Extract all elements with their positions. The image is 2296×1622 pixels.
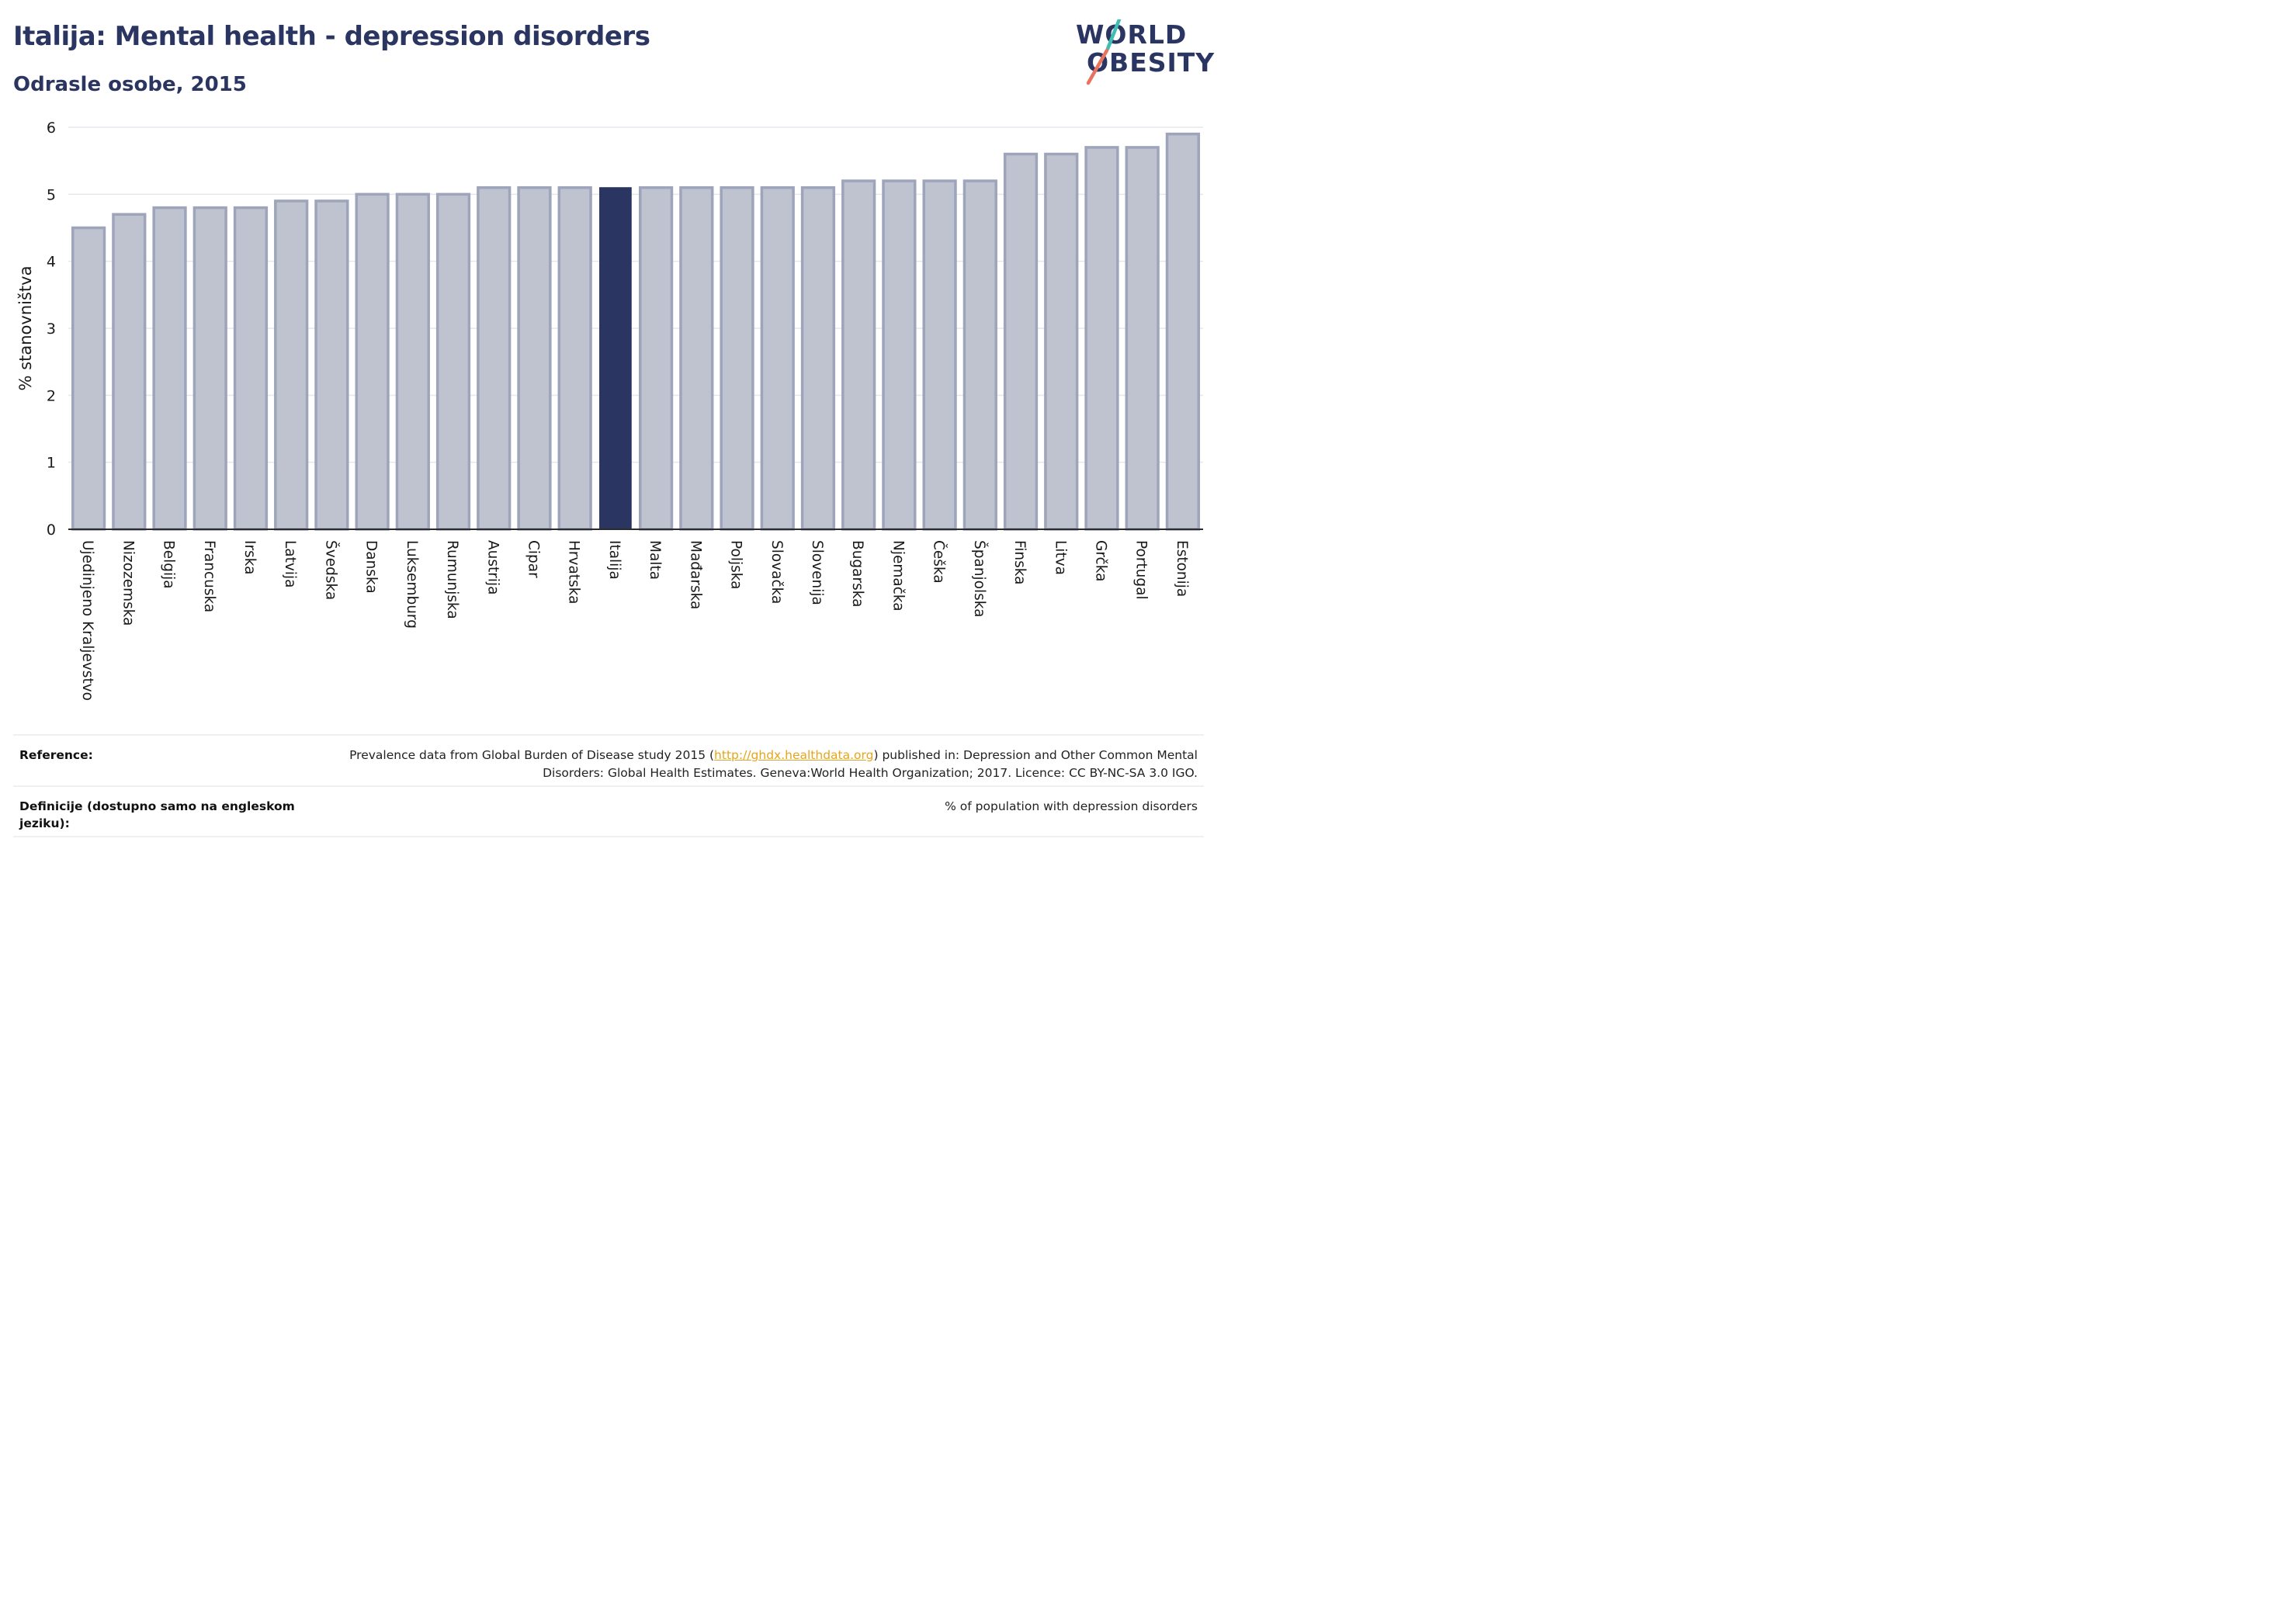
logo-line-1: WORLD <box>1076 19 1188 50</box>
bar <box>962 179 997 531</box>
bar <box>882 179 917 531</box>
bar <box>1125 146 1160 531</box>
y-axis-ticks: 0 1 2 3 4 5 6 <box>47 120 56 539</box>
y-tick-label: 3 <box>47 321 56 338</box>
logo-slash-icon <box>1086 19 1122 85</box>
x-tick-label: Danska <box>363 540 380 594</box>
logo-line-2: OBESITY <box>1087 47 1216 78</box>
bar <box>314 199 349 531</box>
world-obesity-logo: WORLD OBESITY <box>1071 19 1214 89</box>
x-tick-label: Belgija <box>161 540 177 589</box>
definition-row: Definicije (dostupno samo na engleskom j… <box>13 785 1204 837</box>
y-tick-label: 5 <box>47 186 56 203</box>
bar <box>395 192 430 531</box>
y-axis-label: % stanovništva <box>16 266 35 391</box>
reference-text-after: ) published in: Depression and Other Com… <box>543 748 1198 780</box>
x-tick-label: Slovačka <box>768 540 785 604</box>
bar <box>477 185 512 531</box>
bar <box>1165 132 1201 531</box>
x-tick-label: Francuska <box>201 540 217 612</box>
bar <box>760 185 795 531</box>
page-title: Italija: Mental health - depression diso… <box>13 21 650 52</box>
x-tick-label: Ujedinjeno Kraljevstvo <box>79 540 95 701</box>
bar <box>152 206 187 531</box>
bar <box>638 185 674 531</box>
x-tick-label: Nizozemska <box>120 540 136 626</box>
y-tick-label: 0 <box>47 522 56 539</box>
bar <box>435 192 471 531</box>
bar <box>233 206 269 531</box>
definition-label: Definicije (dostupno samo na engleskom j… <box>19 799 295 830</box>
y-tick-label: 4 <box>47 254 56 271</box>
x-axis-ticks: Ujedinjeno Kraljevstvo Nizozemska Belgija F… <box>79 540 1190 701</box>
bar <box>192 206 227 531</box>
bar <box>112 213 147 531</box>
x-tick-label: Malta <box>647 540 663 580</box>
reference-row: Reference: Prevalence data from Global B… <box>13 734 1204 785</box>
reference-text: Prevalence data from Global Burden of Di… <box>328 747 1198 782</box>
x-tick-label: Poljska <box>728 540 744 589</box>
bar <box>517 185 552 531</box>
reference-label: Reference: <box>19 748 93 762</box>
reference-table: Reference: Prevalence data from Global B… <box>13 734 1204 837</box>
bar-chart: 0 1 2 3 4 5 6 Ujedinjeno Kraljevstvo Nizozemska… <box>16 120 1203 701</box>
bar <box>679 185 714 531</box>
x-tick-label: Španjolska <box>971 540 988 618</box>
reference-link[interactable]: http://ghdx.healthdata.org <box>714 748 874 762</box>
bar <box>922 179 957 531</box>
bar <box>1003 152 1039 531</box>
x-tick-label: Njemačka <box>890 540 906 612</box>
bar <box>800 185 836 531</box>
bar <box>1044 152 1079 531</box>
x-tick-label: Rumunjska <box>444 540 460 619</box>
bar <box>274 199 309 531</box>
x-tick-label: Italija <box>606 540 623 580</box>
x-tick-label: Estonija <box>1174 540 1190 597</box>
x-tick-label: Luksemburg <box>404 540 420 629</box>
bars <box>71 132 1201 531</box>
x-tick-label: Latvija <box>282 540 298 587</box>
bar <box>557 185 592 531</box>
y-tick-label: 1 <box>47 455 56 472</box>
bar <box>355 192 390 531</box>
x-tick-label: Hrvatska <box>566 540 582 604</box>
y-tick-label: 6 <box>47 120 56 137</box>
x-tick-label: Irska <box>241 540 258 574</box>
x-tick-label: Finska <box>1011 540 1028 585</box>
definition-text: % of population with depression disorder… <box>945 799 1198 813</box>
x-tick-label: Slovenija <box>809 540 825 605</box>
x-tick-label: Austrija <box>484 540 501 595</box>
bar <box>71 226 106 531</box>
y-tick-label: 2 <box>47 387 56 404</box>
bar <box>841 179 876 531</box>
x-tick-label: Portugal <box>1133 540 1150 600</box>
x-tick-label: Litva <box>1052 540 1068 575</box>
x-tick-label: Cipar <box>525 540 541 578</box>
x-tick-label: Bugarska <box>849 540 865 607</box>
bar <box>720 185 754 531</box>
bar <box>1084 146 1119 531</box>
x-tick-label: Grčka <box>1092 540 1108 581</box>
bar-highlight <box>599 187 632 530</box>
reference-text-before: Prevalence data from Global Burden of Di… <box>349 748 715 762</box>
x-tick-label: Češka <box>931 540 948 584</box>
page-subtitle: Odrasle osobe, 2015 <box>13 73 247 96</box>
x-tick-label: Mađarska <box>687 540 703 609</box>
x-tick-label: Švedska <box>322 540 339 600</box>
